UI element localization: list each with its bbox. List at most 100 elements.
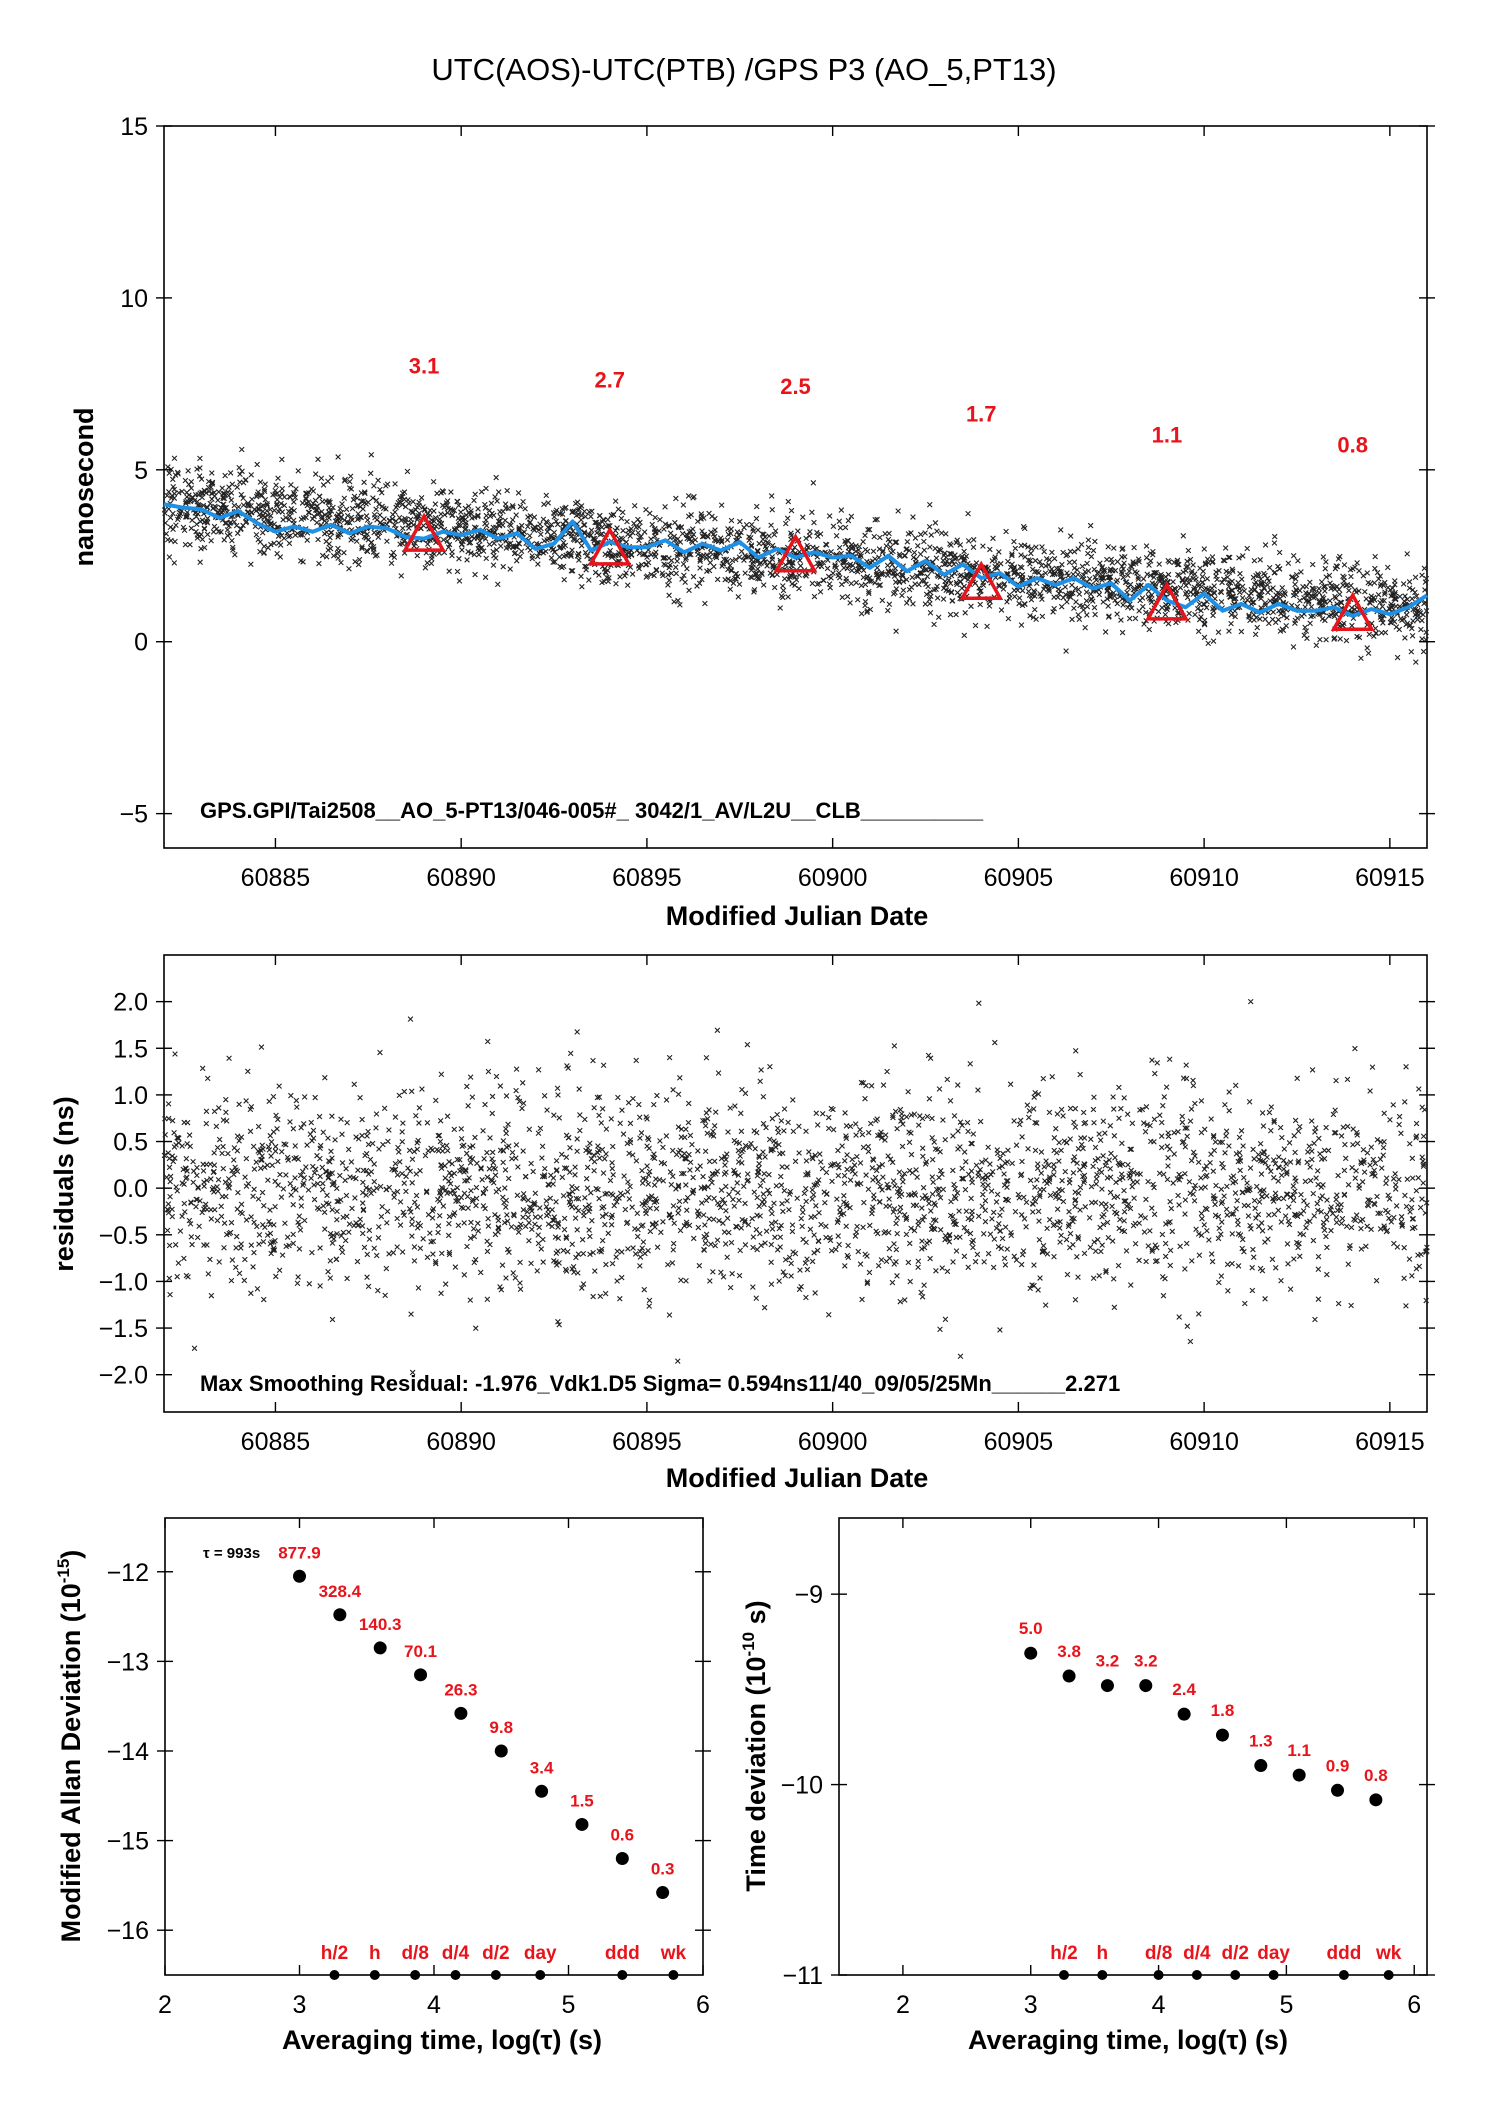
residual-point [1218,1231,1224,1237]
residual-point [470,1225,477,1232]
raw-data-point [281,502,288,509]
raw-data-point [1252,631,1259,638]
raw-data-point [652,514,658,521]
residual-point [1075,1274,1081,1280]
residual-point [587,1140,593,1147]
raw-data-point [1064,599,1070,605]
raw-data-point [497,543,504,549]
residual-point [310,1135,317,1142]
residual-point [399,1249,406,1255]
residual-point [484,1238,490,1245]
raw-data-point [1374,569,1381,576]
residual-point [1269,1256,1276,1263]
raw-data-point [540,516,547,523]
raw-data-point [836,518,843,525]
residual-point [575,1251,582,1257]
residual-point [1213,1182,1219,1189]
residual-point [1034,1177,1040,1183]
raw-data-point [1165,557,1171,564]
residual-point [535,1067,542,1073]
raw-data-point [605,516,611,523]
residual-point [842,1110,848,1116]
raw-data-point [188,525,195,532]
residual-point [1191,1198,1198,1204]
residual-point [1007,1081,1014,1087]
residual-point [1357,1218,1364,1224]
raw-data-point [641,529,648,535]
raw-data-point [1058,569,1064,575]
raw-data-point [184,514,190,520]
raw-data-point [1300,583,1306,590]
raw-data-point [504,487,510,494]
residual-point [819,1110,826,1117]
residual-point [1218,1273,1225,1279]
raw-data-point [924,573,931,580]
x-axis-label: Modified Julian Date [666,901,929,931]
raw-data-point [1092,611,1098,618]
residual-point [343,1165,349,1172]
residual-point [489,1110,496,1117]
residual-point [744,1041,751,1048]
residual-point [408,1088,415,1095]
residual-point [1107,1189,1114,1196]
raw-data-point [1323,636,1329,643]
raw-data-point [921,538,927,545]
raw-data-point [367,470,374,477]
raw-data-point [278,490,285,496]
raw-data-point [1262,542,1269,548]
raw-data-point [730,580,737,586]
raw-data-point [529,555,536,562]
raw-data-point [325,478,331,485]
residual-point [756,1203,762,1210]
raw-data-point [259,529,266,536]
residual-point [179,1213,185,1219]
raw-data-point [1146,626,1153,633]
residual-point [351,1081,358,1088]
residual-point [167,1178,173,1185]
residual-point [799,1204,806,1211]
residual-point [1193,1226,1199,1233]
raw-data-point [1413,659,1419,665]
residual-point [1171,1151,1178,1157]
residual-point [1060,1198,1067,1205]
residual-point [684,1207,690,1213]
raw-data-point [1180,533,1187,539]
residual-point [1266,1212,1272,1218]
x-tick-label: 60885 [241,864,311,892]
raw-data-point [1194,605,1201,612]
raw-data-point [1073,599,1079,605]
raw-data-point [1209,554,1216,560]
residual-point [1224,1261,1231,1268]
residual-point [1311,1213,1318,1219]
raw-data-point [193,528,199,535]
residual-point [424,1120,431,1126]
residual-point [773,1183,780,1189]
raw-data-point [167,524,174,531]
residual-point [685,1100,692,1107]
raw-data-point [1199,573,1206,580]
raw-data-point [348,486,355,492]
raw-data-point [418,495,425,501]
raw-data-point [254,461,260,468]
residual-point [293,1097,300,1104]
residual-point [1142,1128,1149,1135]
raw-data-point [1402,635,1408,641]
residual-point [920,1184,927,1191]
residual-point [1040,1242,1047,1249]
residual-point [715,1070,722,1076]
residual-point [167,1193,173,1200]
raw-data-point [657,516,663,523]
raw-data-point [1066,559,1073,566]
residual-point [1313,1175,1319,1181]
raw-data-point [1409,633,1416,639]
residual-point [1186,1178,1193,1185]
raw-data-point [1229,566,1236,573]
raw-data-point [1230,568,1236,574]
residual-point [886,1255,893,1262]
raw-data-point [900,587,907,594]
residual-point [1115,1262,1122,1269]
residual-point [268,1139,275,1145]
raw-data-point [824,565,831,572]
raw-data-point [472,571,478,578]
raw-data-point [755,527,761,533]
